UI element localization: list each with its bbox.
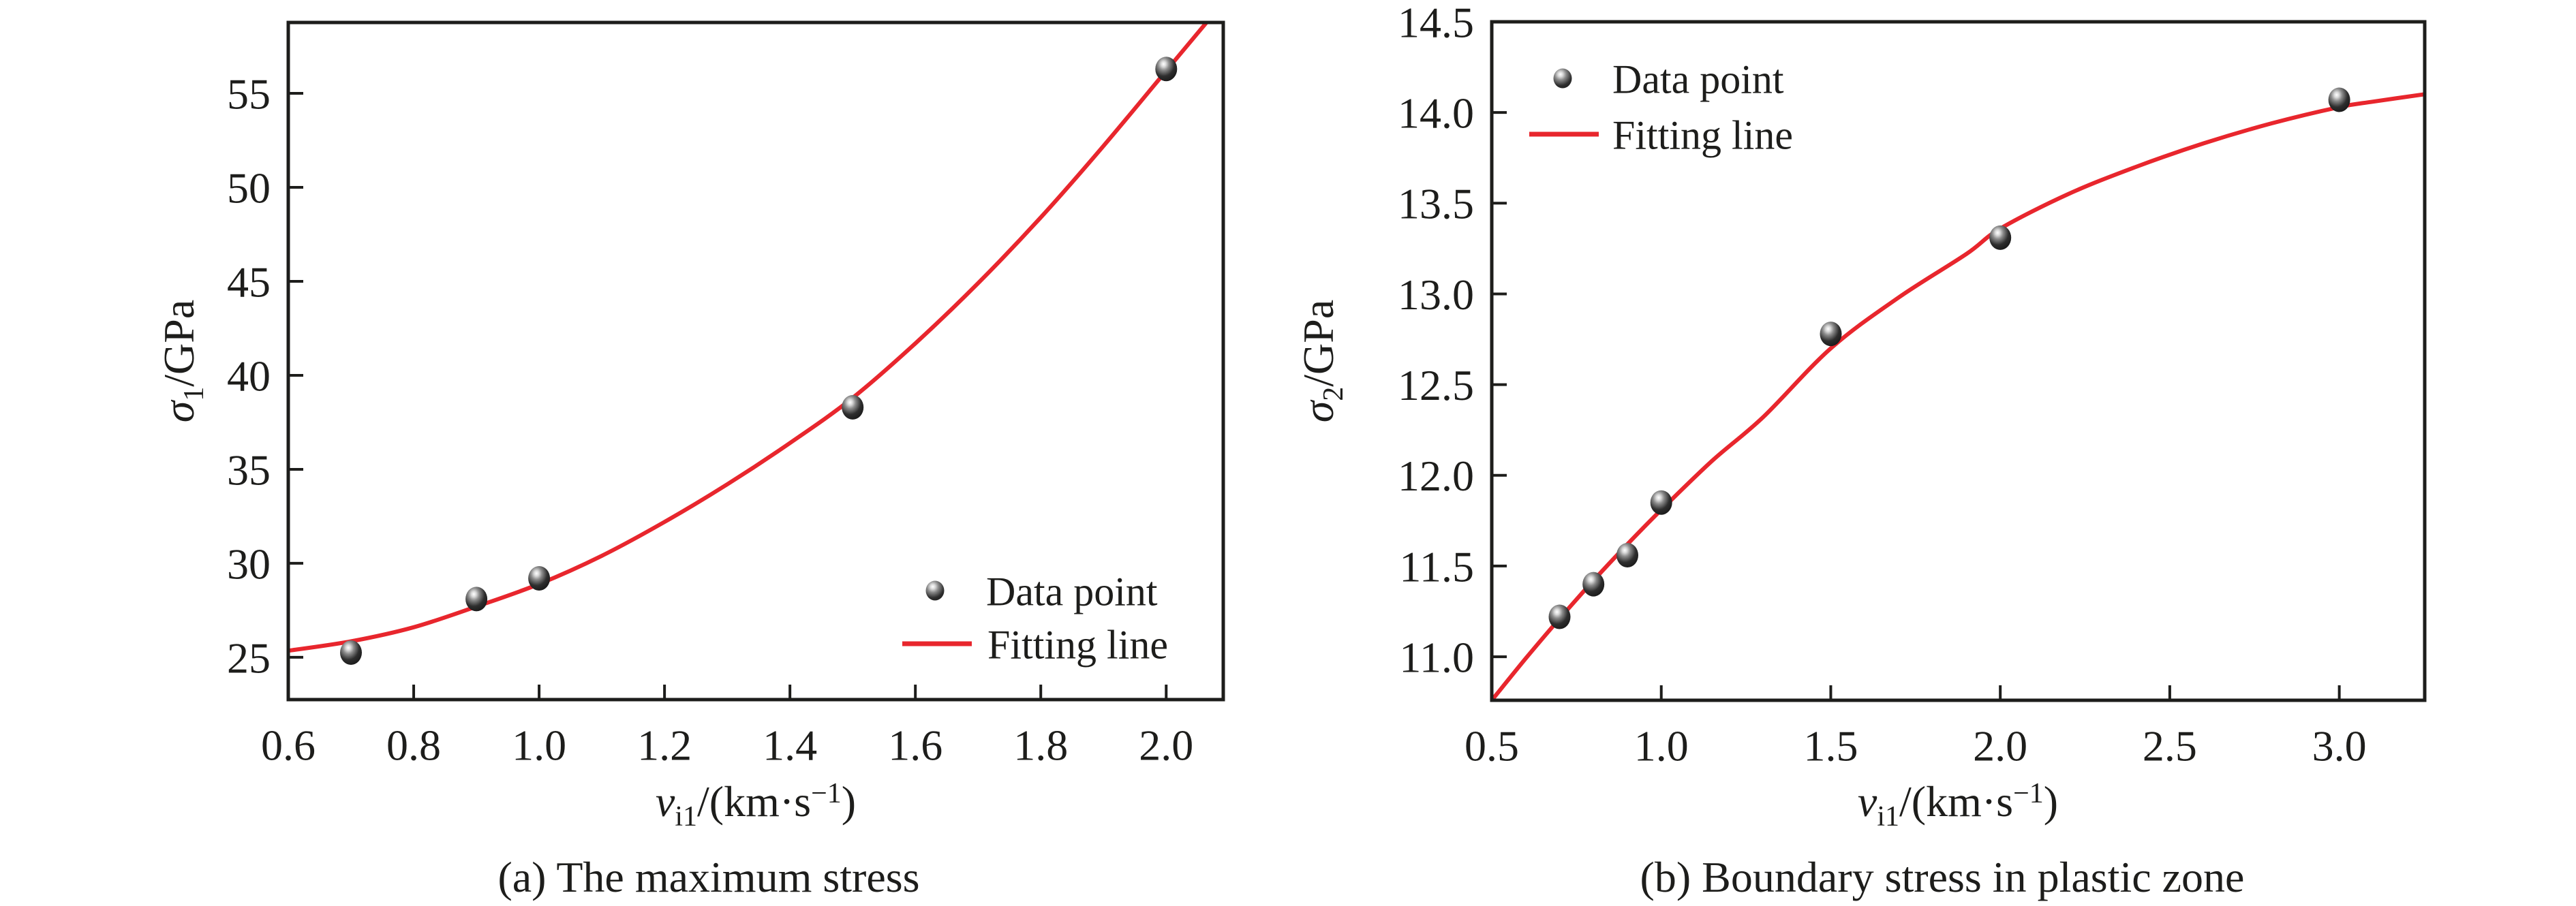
data-point <box>1582 572 1605 597</box>
legend-data-point-marker <box>1553 68 1572 89</box>
x-axis-label-a: vi1/(km·s−1) <box>655 777 857 832</box>
x-axis-label-b: vi1/(km·s−1) <box>1857 777 2059 832</box>
y-tick-label: 55 <box>227 69 271 118</box>
data-point <box>1548 604 1571 629</box>
x-tick-label: 1.0 <box>512 721 566 769</box>
panel-caption-b: (b) Boundary stress in plastic zone <box>1640 853 2245 901</box>
legend-fit-line-label: Fitting line <box>987 622 1169 668</box>
data-point <box>1820 322 1842 347</box>
x-tick-label: 1.5 <box>1803 721 1858 770</box>
v-subscript: i1 <box>1877 801 1899 832</box>
unit-exponent: −1 <box>2013 778 2044 809</box>
legend-data-point-label: Data point <box>986 569 1158 614</box>
y-tick-label: 11.5 <box>1399 542 1474 591</box>
unit-text: /(km·s <box>1899 777 2014 826</box>
x-tick-label: 3.0 <box>2312 721 2367 770</box>
data-point <box>2328 87 2350 112</box>
unit-text: /GPa <box>1294 299 1343 387</box>
v-symbol: v <box>655 777 675 826</box>
v-subscript: i1 <box>675 801 697 832</box>
unit-close: ) <box>2043 777 2059 826</box>
y-axis-label-a: σ1/GPa <box>154 299 210 423</box>
x-tick-label: 1.2 <box>637 721 692 769</box>
sigma-symbol: σ <box>1294 401 1343 423</box>
y-tick-label: 35 <box>227 446 271 494</box>
x-tick-label: 0.5 <box>1465 721 1519 770</box>
unit-exponent: −1 <box>811 778 842 809</box>
data-point <box>340 640 362 665</box>
y-tick-label: 45 <box>227 257 271 306</box>
sigma-symbol: σ <box>155 401 203 423</box>
x-tick-label: 2.0 <box>1973 721 2027 770</box>
fit-line <box>288 22 1210 653</box>
legend-fit-line-sample <box>1529 131 1599 137</box>
unit-text: /(km·s <box>696 777 812 826</box>
unit-text: /GPa <box>155 299 203 387</box>
y-tick-label: 12.5 <box>1398 361 1474 409</box>
data-point <box>528 566 551 591</box>
y-tick-label: 40 <box>227 352 271 400</box>
y-tick-label: 12.0 <box>1398 452 1474 500</box>
legend-data-point-label: Data point <box>1612 57 1784 102</box>
x-tick-label: 1.6 <box>888 721 942 769</box>
data-point <box>1650 490 1672 515</box>
fit-line <box>1492 92 2425 700</box>
data-point <box>1155 57 1178 82</box>
x-tick-label: 1.0 <box>1634 721 1689 770</box>
legend-fit-line-sample <box>902 641 972 646</box>
y-tick-label: 14.5 <box>1398 0 1474 46</box>
y-tick-label: 25 <box>227 634 271 682</box>
y-axis-label-b: σ2/GPa <box>1293 299 1349 423</box>
data-point <box>842 394 864 420</box>
x-tick-label: 1.4 <box>763 721 817 769</box>
x-tick-label: 0.8 <box>386 721 441 769</box>
x-tick-label: 0.6 <box>261 721 316 769</box>
y-tick-label: 30 <box>227 540 271 588</box>
sigma-subscript: 2 <box>1318 386 1349 401</box>
x-tick-label: 2.5 <box>2143 721 2197 770</box>
plot-frame <box>286 20 1225 702</box>
unit-close: ) <box>841 777 857 826</box>
x-tick-label: 2.0 <box>1139 721 1193 769</box>
panel-caption-a: (a) The maximum stress <box>497 853 920 901</box>
y-tick-label: 50 <box>227 163 271 212</box>
y-tick-label: 11.0 <box>1399 633 1474 681</box>
x-tick-label: 1.8 <box>1013 721 1068 769</box>
data-point <box>1616 543 1638 567</box>
v-symbol: v <box>1857 777 1877 826</box>
legend-data-point-marker <box>925 580 945 601</box>
y-tick-label: 14.0 <box>1398 89 1474 138</box>
y-tick-label: 13.5 <box>1398 180 1474 228</box>
legend-fit-line-label: Fitting line <box>1612 112 1794 158</box>
data-point <box>1989 225 2012 250</box>
data-point <box>465 587 488 612</box>
sigma-subscript: 1 <box>179 386 210 401</box>
plot-frame <box>1490 20 2427 702</box>
y-tick-label: 13.0 <box>1398 270 1474 319</box>
